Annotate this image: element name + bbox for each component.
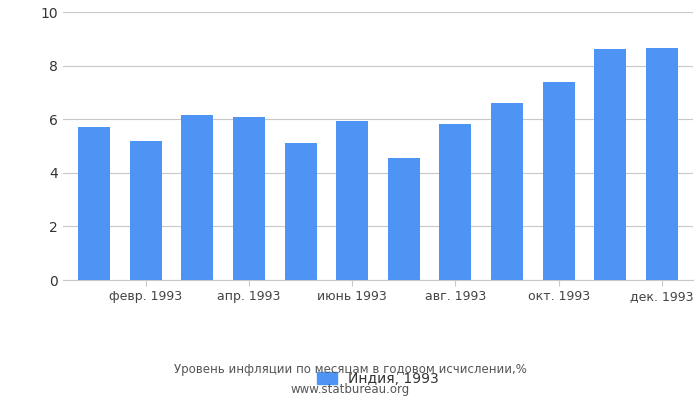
Bar xyxy=(388,158,420,280)
Bar xyxy=(181,115,214,280)
Bar xyxy=(336,120,368,280)
Legend: Индия, 1993: Индия, 1993 xyxy=(317,372,439,386)
Bar xyxy=(594,49,626,280)
Bar xyxy=(284,143,316,280)
Bar xyxy=(233,116,265,280)
Text: www.statbureau.org: www.statbureau.org xyxy=(290,384,410,396)
Bar xyxy=(646,48,678,280)
Bar xyxy=(78,127,110,280)
Bar xyxy=(542,82,575,280)
Bar xyxy=(491,103,523,280)
Bar xyxy=(440,124,472,280)
Text: Уровень инфляции по месяцам в годовом исчислении,%: Уровень инфляции по месяцам в годовом ис… xyxy=(174,364,526,376)
Bar xyxy=(130,141,162,280)
